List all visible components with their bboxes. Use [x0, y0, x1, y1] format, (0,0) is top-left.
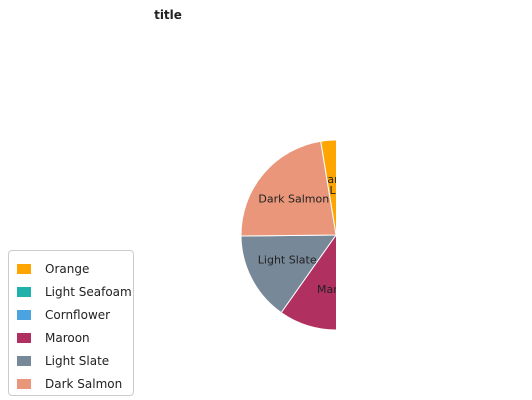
slice-label-dark-salmon: Dark Salmon	[258, 193, 329, 206]
legend-item: Light Seafoam	[17, 280, 133, 303]
legend-label: Maroon	[45, 330, 90, 345]
slice-label-maroon: Maroon	[317, 283, 336, 296]
legend-swatch	[17, 309, 31, 320]
legend-label: Light Seafoam	[45, 284, 132, 299]
legend-label: Orange	[45, 261, 90, 276]
legend-swatch	[17, 355, 31, 366]
pie-slice-dark-salmon	[240, 140, 336, 237]
legend-swatch	[17, 332, 31, 343]
chart-title: title	[154, 8, 182, 22]
legend-item: Cornflower	[17, 303, 133, 326]
pie-slice-maroon	[280, 234, 336, 331]
legend-swatch	[17, 286, 31, 297]
pie-slice-light-slate	[240, 234, 336, 314]
legend-item: Maroon	[17, 326, 133, 349]
legend-label: Dark Salmon	[45, 376, 123, 391]
legend: Orange Light Seafoam Cornflower Maroon Light…	[8, 250, 134, 396]
legend-item: Light Slate	[17, 349, 133, 372]
legend-label: Cornflower	[45, 307, 111, 322]
slice-label-light-seafoam: Light Seafoam	[330, 184, 336, 197]
slice-label-light-slate: Light Slate	[258, 254, 317, 267]
legend-label: Light Slate	[45, 353, 110, 368]
legend-swatch	[17, 378, 31, 389]
legend-item: Orange	[17, 257, 133, 280]
legend-swatch	[17, 263, 31, 274]
legend-item: Dark Salmon	[17, 372, 133, 395]
